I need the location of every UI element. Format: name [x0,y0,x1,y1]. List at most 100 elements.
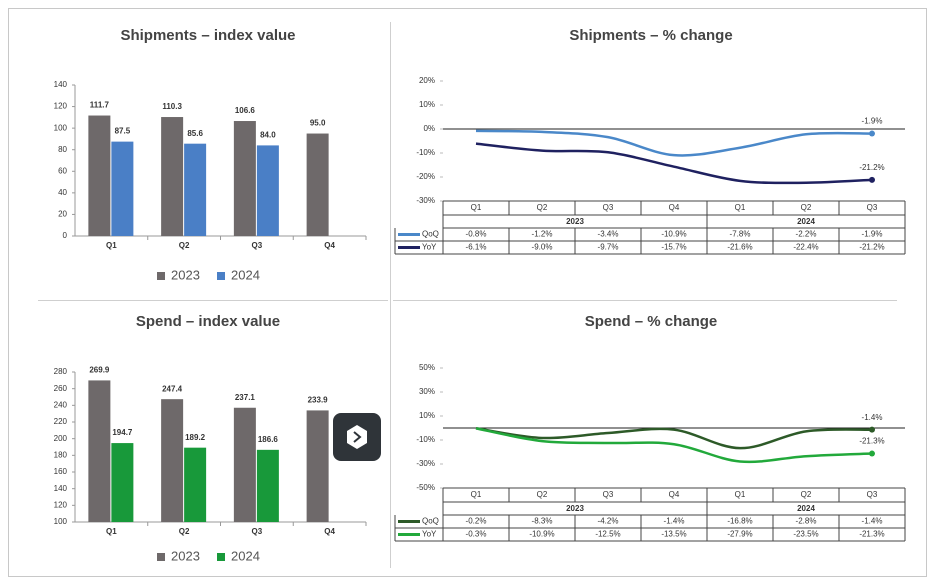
y-tick-label: 10% [419,100,435,109]
y-tick-label: 40 [58,188,67,197]
y-tick-label: 20% [419,76,435,85]
x-tick-label: Q4 [324,241,335,250]
table-value: -9.0% [532,243,553,252]
series-line [475,427,873,450]
y-tick-label: -20% [416,172,435,181]
y-tick-label: 220 [54,417,68,426]
table-value: -2.2% [796,230,817,239]
legend-swatch [217,553,225,561]
y-tick-label: 20 [58,210,67,219]
table-value: -23.5% [793,530,818,539]
y-tick-label: 60 [58,166,67,175]
end-marker [869,176,875,183]
x-tick-label: Q2 [179,241,190,250]
y-tick-label: 100 [54,517,68,526]
y-tick-label: 280 [54,367,68,376]
table-value: -1.2% [532,230,553,239]
bar [306,133,329,236]
table-value: -13.5% [661,530,686,539]
table-value: -9.7% [598,243,619,252]
table-value: -1.4% [664,517,685,526]
end-label: -21.3% [859,437,884,446]
bar [256,145,279,236]
x-tick-label: Q2 [537,203,548,212]
data-label: 247.4 [162,384,183,393]
icon-shape [347,425,367,449]
data-label: 95.0 [310,119,326,128]
x-tick-label: Q4 [324,527,335,536]
series-line [475,129,873,157]
x-tick-label: Q1 [735,490,746,499]
y-tick-label: 30% [419,387,435,396]
x-tick-label: Q1 [106,527,117,536]
y-tick-label: 240 [54,400,68,409]
x-tick-label: Q3 [867,203,878,212]
y-tick-label: 0% [423,124,435,133]
data-label: 233.9 [308,396,329,405]
legend-swatch [157,553,165,561]
bar [306,410,329,522]
bar [88,380,111,522]
x-tick-label: Q1 [471,490,482,499]
frame [8,8,927,577]
group-label: 2023 [566,504,584,513]
end-label: -1.9% [862,117,883,126]
bar [88,115,111,236]
table-value: -27.9% [727,530,752,539]
legend-label: YoY [422,530,437,539]
group-label: 2024 [797,217,815,226]
bar [184,447,207,522]
bar [233,407,256,522]
table-value: -6.1% [466,243,487,252]
legend-label: 2024 [231,267,260,282]
charts: Shipments – index value 0 20 40 60 80 100 120 14… [54,27,906,563]
legend-label: YoY [422,243,437,252]
x-tick-label: Q1 [106,241,117,250]
data-label: 186.6 [258,435,279,444]
table-value: -15.7% [661,243,686,252]
data-label: 106.6 [235,106,256,115]
data-label: 189.2 [185,433,206,442]
chart-title: Spend – % change [585,313,718,330]
bar [161,117,184,236]
y-tick-label: 180 [54,450,68,459]
y-tick-label: 100 [54,123,68,132]
y-tick-label: 200 [54,434,68,443]
y-tick-label: 0 [63,231,68,240]
chart-title: Spend – index value [136,313,280,330]
x-tick-label: Q2 [537,490,548,499]
data-label: 87.5 [115,127,131,136]
y-tick-label: 10% [419,411,435,420]
table-value: -2.8% [796,517,817,526]
table-value: -4.2% [598,517,619,526]
legend-label: QoQ [422,230,439,239]
series-line [475,142,873,185]
table-value: -10.9% [661,230,686,239]
x-tick-label: Q1 [471,203,482,212]
data-label: 111.7 [90,101,110,110]
end-marker [869,426,875,433]
bar [161,399,184,522]
bar [184,143,207,236]
x-tick-label: Q4 [669,203,680,212]
end-marker [869,130,875,137]
y-tick-label: -50% [416,483,435,492]
app-icon[interactable] [333,413,381,461]
table-value: -0.3% [466,530,487,539]
table-value: -12.5% [595,530,620,539]
table-value: -0.2% [466,517,487,526]
y-tick-label: -30% [416,459,435,468]
y-tick-label: 260 [54,384,68,393]
x-tick-label: Q2 [801,203,812,212]
end-marker [869,450,875,457]
bar [256,449,279,522]
y-tick-label: 120 [54,500,68,509]
legend-swatch [157,272,165,280]
legend-label: 2023 [171,548,200,563]
data-label: 84.0 [260,131,276,140]
bar [111,141,134,236]
table-value: -16.8% [727,517,752,526]
table-value: -0.8% [466,230,487,239]
x-tick-label: Q3 [603,203,614,212]
table-value: -7.8% [730,230,751,239]
